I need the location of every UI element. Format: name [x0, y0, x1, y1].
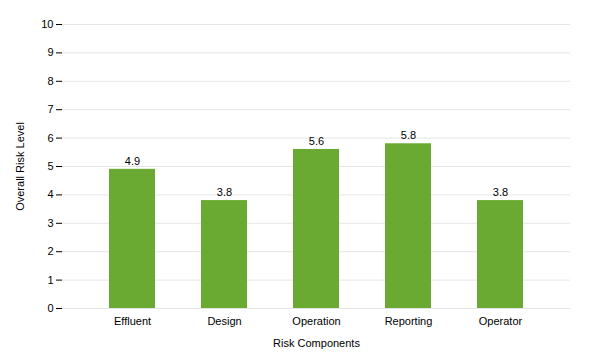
- svg-text:3.8: 3.8: [217, 186, 232, 198]
- svg-text:Effluent: Effluent: [114, 315, 151, 327]
- svg-text:5: 5: [47, 160, 53, 172]
- svg-text:5.6: 5.6: [309, 135, 324, 147]
- svg-text:4.9: 4.9: [125, 155, 140, 167]
- svg-text:Design: Design: [207, 315, 241, 327]
- svg-text:1: 1: [47, 274, 53, 286]
- svg-text:9: 9: [47, 46, 53, 58]
- svg-text:10: 10: [41, 18, 53, 30]
- svg-text:0: 0: [47, 302, 53, 314]
- svg-text:3.8: 3.8: [493, 186, 508, 198]
- svg-text:4: 4: [47, 188, 53, 200]
- svg-text:Risk Components: Risk Components: [273, 337, 360, 349]
- svg-text:Reporting: Reporting: [385, 315, 433, 327]
- svg-text:2: 2: [47, 245, 53, 257]
- svg-text:3: 3: [47, 217, 53, 229]
- svg-text:8: 8: [47, 75, 53, 87]
- svg-text:Overall Risk Level: Overall Risk Level: [14, 122, 26, 211]
- svg-text:Operator: Operator: [479, 315, 523, 327]
- svg-text:6: 6: [47, 132, 53, 144]
- svg-text:Operation: Operation: [292, 315, 340, 327]
- svg-text:7: 7: [47, 103, 53, 115]
- svg-text:5.8: 5.8: [401, 129, 416, 141]
